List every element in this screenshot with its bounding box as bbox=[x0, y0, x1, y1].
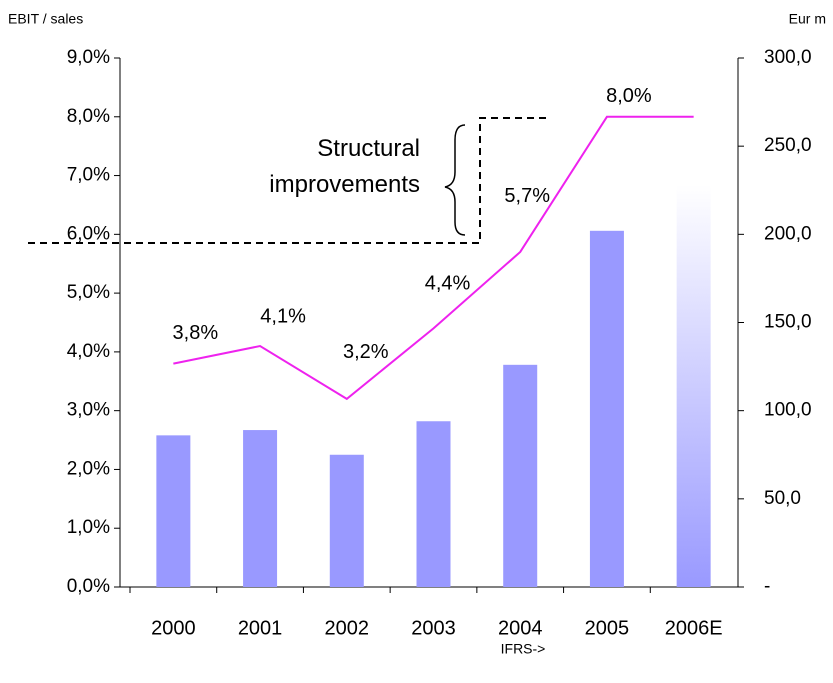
x-tick-label: 2001 bbox=[238, 617, 283, 639]
x-tick-label: 2006E bbox=[665, 617, 723, 639]
bar bbox=[156, 435, 191, 587]
y-tick-label: 9,0% bbox=[67, 47, 110, 68]
x-tick-label: 2003 bbox=[411, 617, 456, 639]
y-tick-label: 7,0% bbox=[67, 165, 110, 186]
bar bbox=[243, 430, 278, 587]
bar bbox=[676, 184, 711, 587]
y2-tick-label: 300,0 bbox=[764, 47, 812, 68]
y-tick-label: 8,0% bbox=[67, 106, 110, 127]
bar bbox=[329, 454, 364, 587]
y2-tick-label: 150,0 bbox=[764, 312, 812, 333]
plot: 0,0% 1,0% 2,0% 3,0% 4,0% 5,0% 6,0% 7,0% 8,0% 9,0%… bbox=[67, 47, 812, 639]
data-label: 4,4% bbox=[425, 273, 471, 295]
y-tick-label: 0,0% bbox=[67, 576, 110, 597]
data-label: 8,0% bbox=[606, 85, 652, 107]
y2-tick-label: 100,0 bbox=[764, 400, 812, 421]
y2-tick-label: 250,0 bbox=[764, 135, 812, 156]
data-label: 3,2% bbox=[343, 341, 389, 363]
x-axis-label: IFRS-> bbox=[501, 641, 546, 657]
bar bbox=[503, 364, 538, 587]
bar bbox=[416, 421, 451, 587]
x-tick-label: 2002 bbox=[325, 617, 370, 639]
y-axis-label: EBIT / sales bbox=[8, 11, 83, 27]
y-tick-label: 6,0% bbox=[67, 223, 110, 244]
data-label: 3,8% bbox=[173, 322, 219, 344]
line bbox=[173, 115, 694, 401]
bar bbox=[589, 230, 624, 587]
y2-tick-label: - bbox=[764, 576, 770, 597]
data-label: 5,7% bbox=[504, 185, 550, 207]
y2-tick-label: 50,0 bbox=[764, 488, 801, 509]
y2-tick-label: 200,0 bbox=[764, 223, 812, 244]
x-tick-label: 2000 bbox=[151, 617, 196, 639]
data-label: 4,1% bbox=[260, 305, 306, 327]
x-tick-label: 2004 bbox=[498, 617, 543, 639]
x-tick-label: 2005 bbox=[585, 617, 630, 639]
y-tick-label: 2,0% bbox=[67, 458, 110, 479]
y-tick-label: 5,0% bbox=[67, 282, 110, 303]
y-tick-label: 1,0% bbox=[67, 517, 110, 538]
y2-axis-label: Eur m bbox=[789, 11, 826, 27]
brace bbox=[444, 124, 466, 236]
annotation: Structural improvements bbox=[269, 135, 420, 198]
y-tick-label: 4,0% bbox=[67, 341, 110, 362]
y-tick-label: 3,0% bbox=[67, 400, 110, 421]
